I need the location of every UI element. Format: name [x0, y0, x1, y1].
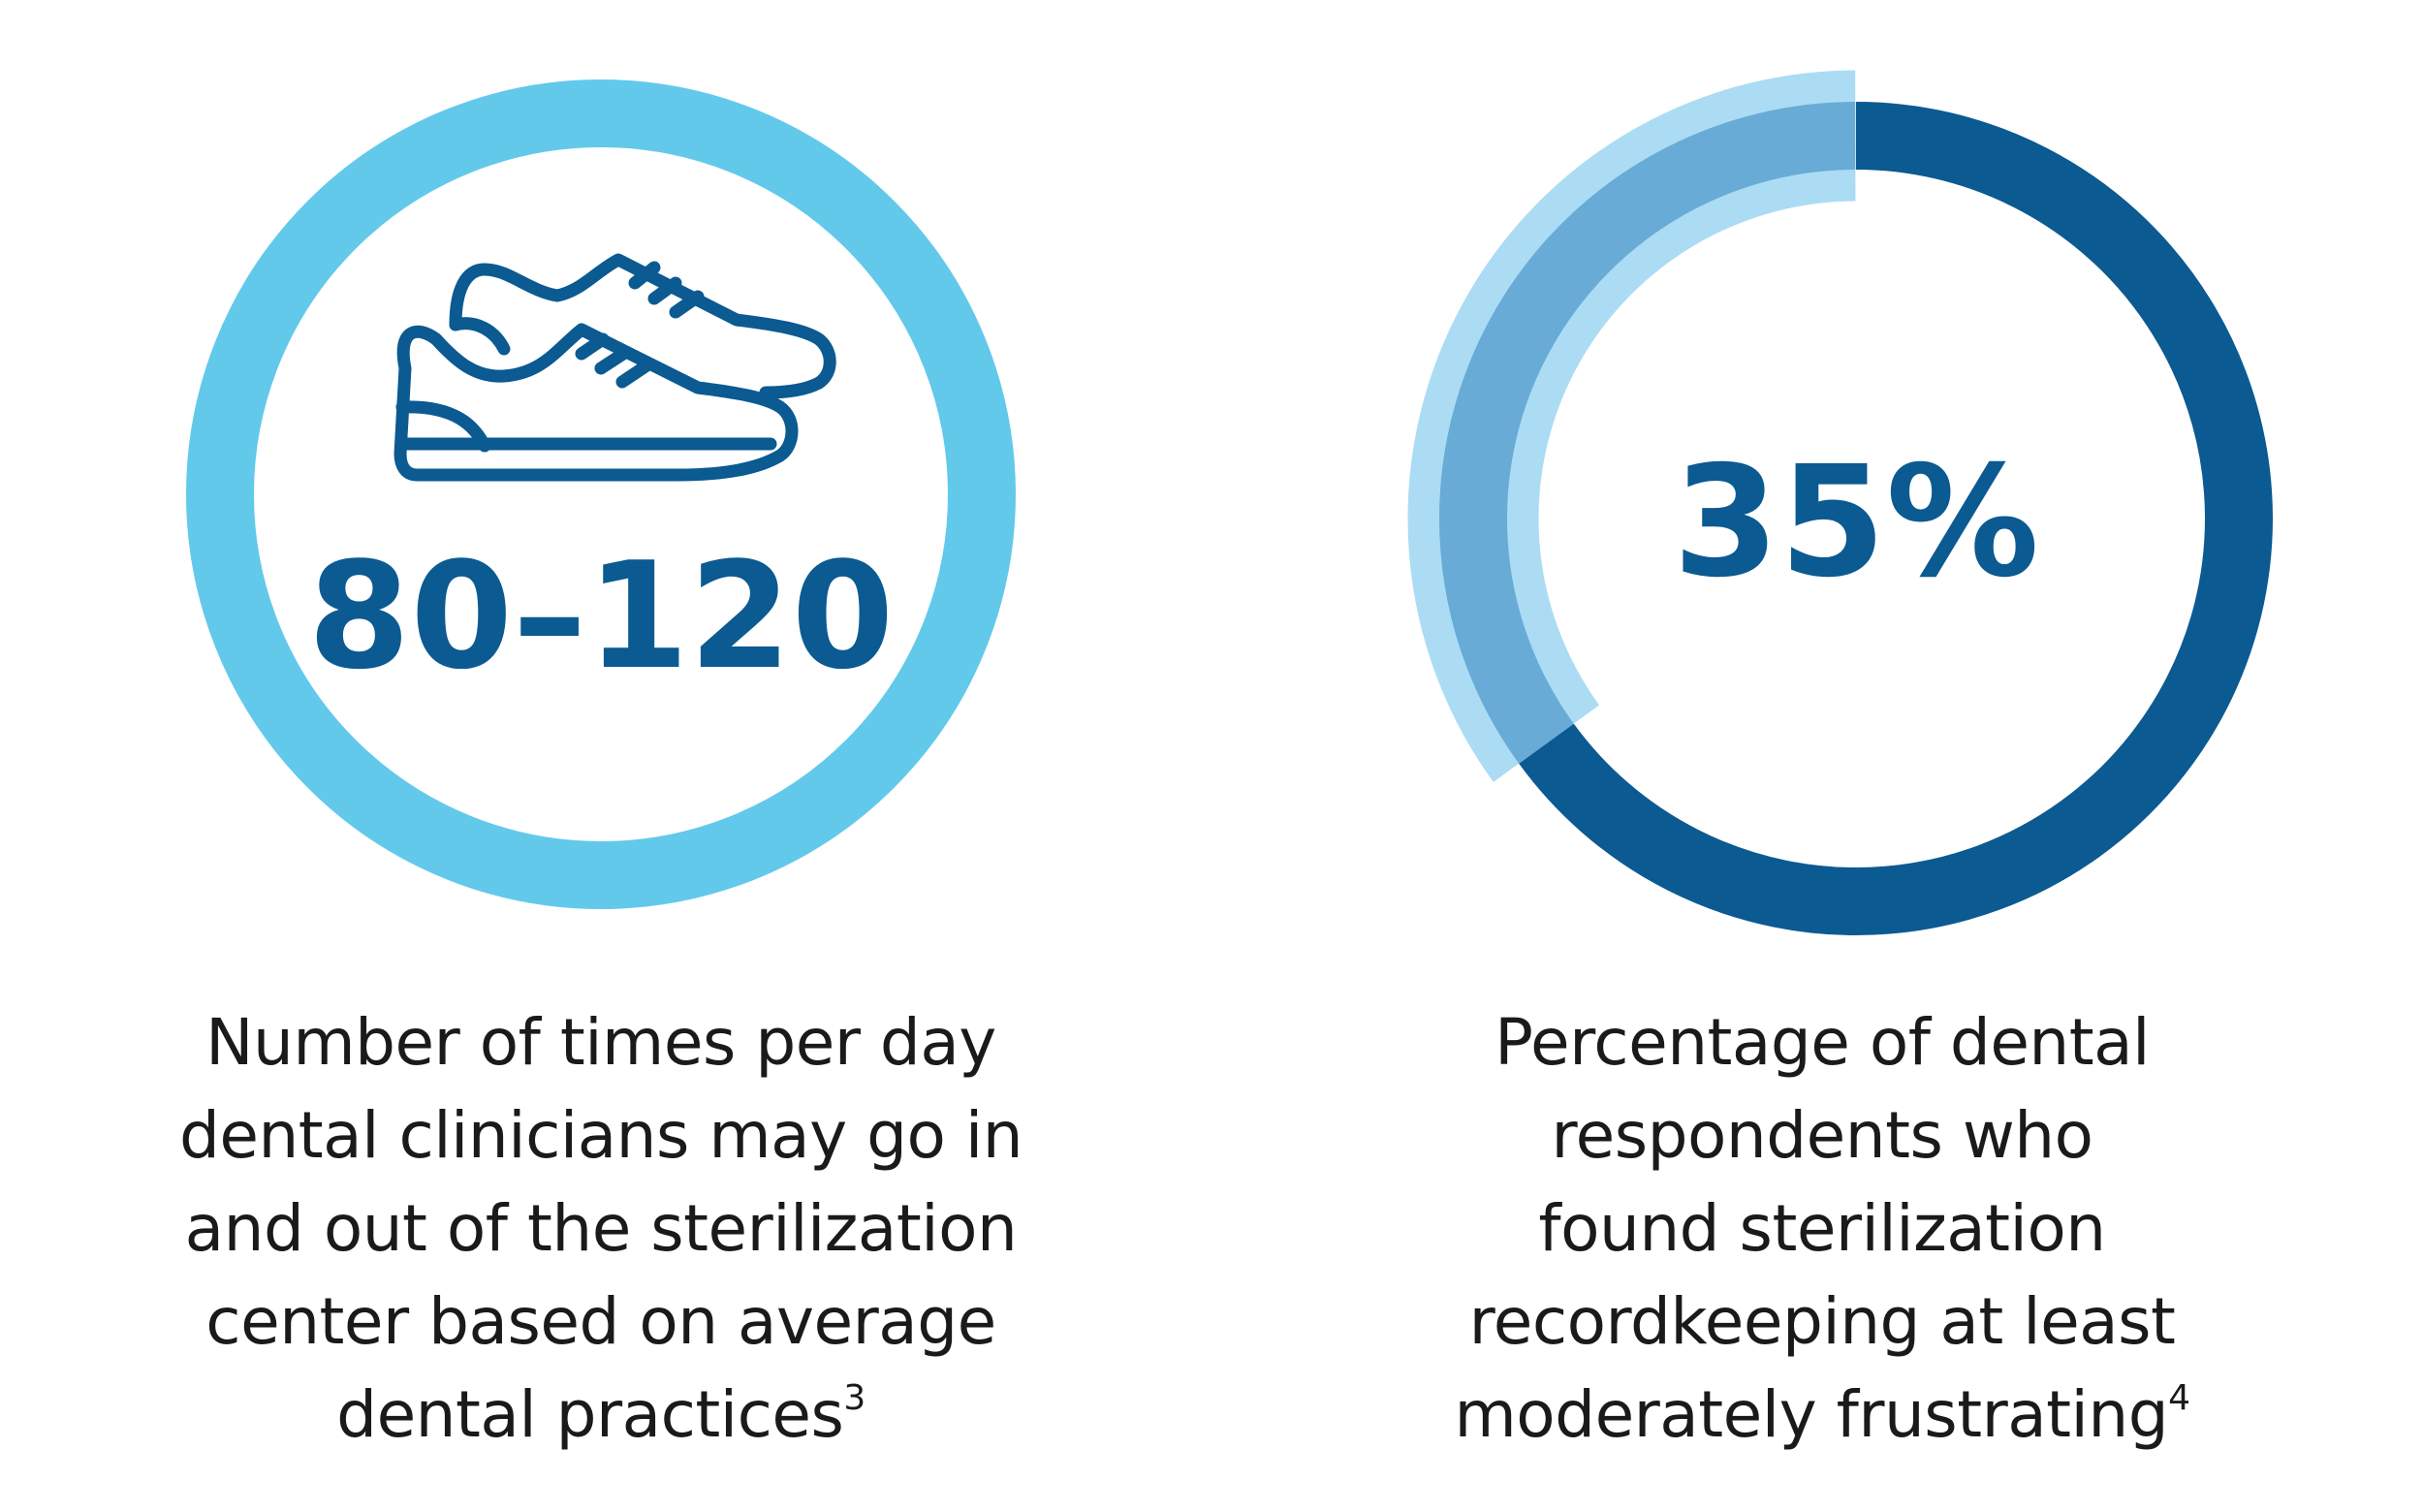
highlight-arc-overlap [1439, 102, 1856, 764]
left-footnote: 3 [843, 1378, 865, 1418]
left-caption: Number of times per day dental clinician… [116, 996, 1086, 1472]
right-caption-line: respondents who [1551, 1098, 2093, 1173]
right-caption-line: recordkeeping at least [1468, 1284, 2176, 1359]
right-caption-line: moderately frustrating4 [1337, 1369, 2307, 1472]
right-caption-line: Percentage of dental [1495, 1005, 2150, 1080]
right-caption-last: moderately frustrating [1454, 1377, 2169, 1452]
left-caption-line: dental practices3 [116, 1369, 1086, 1472]
stat-right: 35% [1407, 70, 2273, 935]
left-caption-line: dental clinicians may go in [178, 1098, 1023, 1173]
left-caption-line: center based on average [205, 1284, 996, 1359]
left-caption-line: and out of the sterilization [184, 1191, 1018, 1266]
left-caption-last: dental practices [336, 1377, 844, 1452]
left-stat-value: 80–120 [308, 530, 895, 702]
remainder-arc [1519, 102, 2273, 935]
left-ring [186, 79, 1016, 909]
right-caption: Percentage of dental respondents who fou… [1337, 996, 2307, 1472]
stat-left: 80–120 [186, 79, 1016, 909]
right-caption-line: found sterilization [1538, 1191, 2106, 1266]
left-caption-line: Number of times per day [205, 1005, 996, 1080]
right-footnote: 4 [2168, 1378, 2190, 1418]
sneakers-icon [393, 253, 836, 482]
right-stat-value: 35% [1673, 433, 2039, 612]
